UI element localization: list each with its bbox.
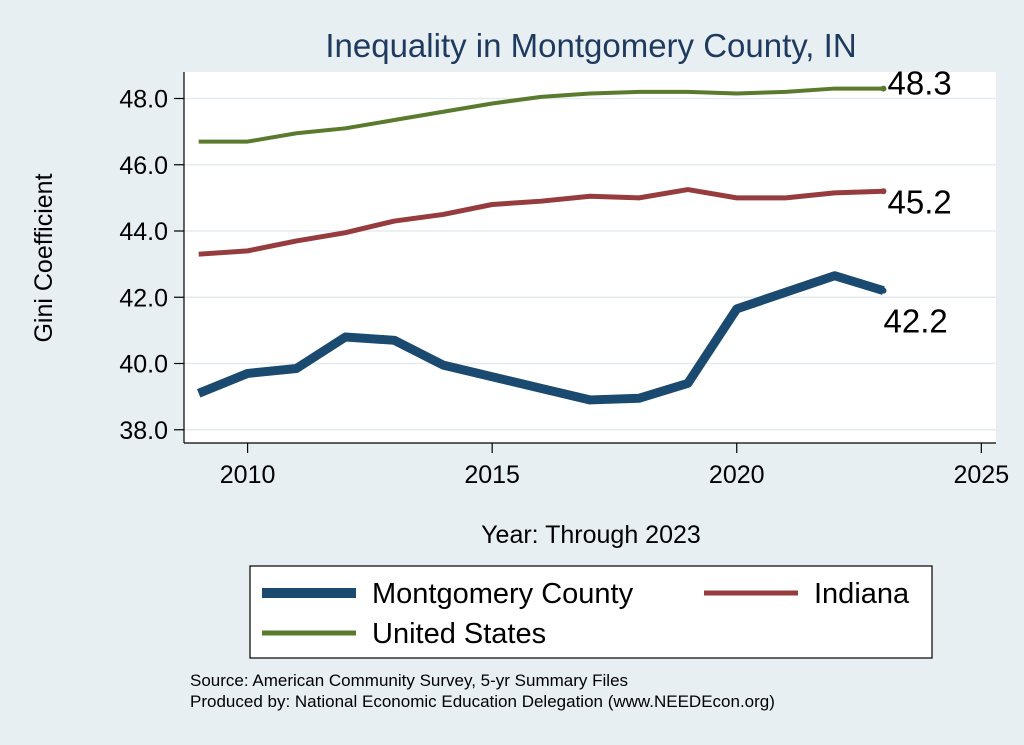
end-point-indiana (880, 188, 887, 195)
axes (183, 72, 996, 444)
x-tick-label: 2025 (954, 461, 1010, 489)
series-lines (196, 85, 887, 405)
y-tick-label: 38.0 (119, 417, 168, 445)
plot-area (184, 72, 996, 443)
end-point-united-states (880, 85, 887, 92)
end-label-indiana: 45.2 (887, 183, 951, 220)
legend-label-united-states: United States (372, 618, 546, 650)
legend-box (249, 565, 933, 659)
y-tick-label: 42.0 (119, 284, 168, 312)
end-point-montgomery-county (880, 287, 887, 294)
x-axis-label: Year: Through 2023 (481, 521, 701, 549)
y-tick-label: 40.0 (119, 351, 168, 379)
end-label-united-states: 48.3 (887, 65, 951, 102)
series-line-united-states (198, 86, 884, 144)
y-tick-label: 44.0 (119, 218, 168, 246)
x-tick-label: 2010 (220, 461, 276, 489)
legend-label-montgomery: Montgomery County (372, 578, 634, 610)
end-labels: 42.2 45.2 48.3 (883, 65, 951, 340)
series-line-montgomery-county (196, 271, 885, 405)
legend: Montgomery County Indiana United States (249, 565, 933, 659)
end-label-montgomery-county: 42.2 (883, 303, 947, 340)
y-axis-label: Gini Coefficient (30, 173, 58, 342)
legend-label-indiana: Indiana (814, 578, 910, 610)
x-tick-label: 2020 (709, 461, 765, 489)
y-tick-label: 46.0 (119, 152, 168, 180)
chart-title: Inequality in Montgomery County, IN (325, 27, 856, 64)
series-line-indiana (198, 187, 884, 257)
gridlines (184, 97, 996, 431)
x-tick-label: 2015 (464, 461, 520, 489)
x-ticks: 2010 2015 2020 2025 (220, 443, 1009, 489)
y-ticks: 38.0 40.0 42.0 44.0 46.0 48.0 (119, 86, 184, 445)
produced-by-note: Produced by: National Economic Education… (190, 692, 775, 711)
source-note: Source: American Community Survey, 5-yr … (190, 671, 628, 690)
y-tick-label: 48.0 (119, 86, 168, 114)
